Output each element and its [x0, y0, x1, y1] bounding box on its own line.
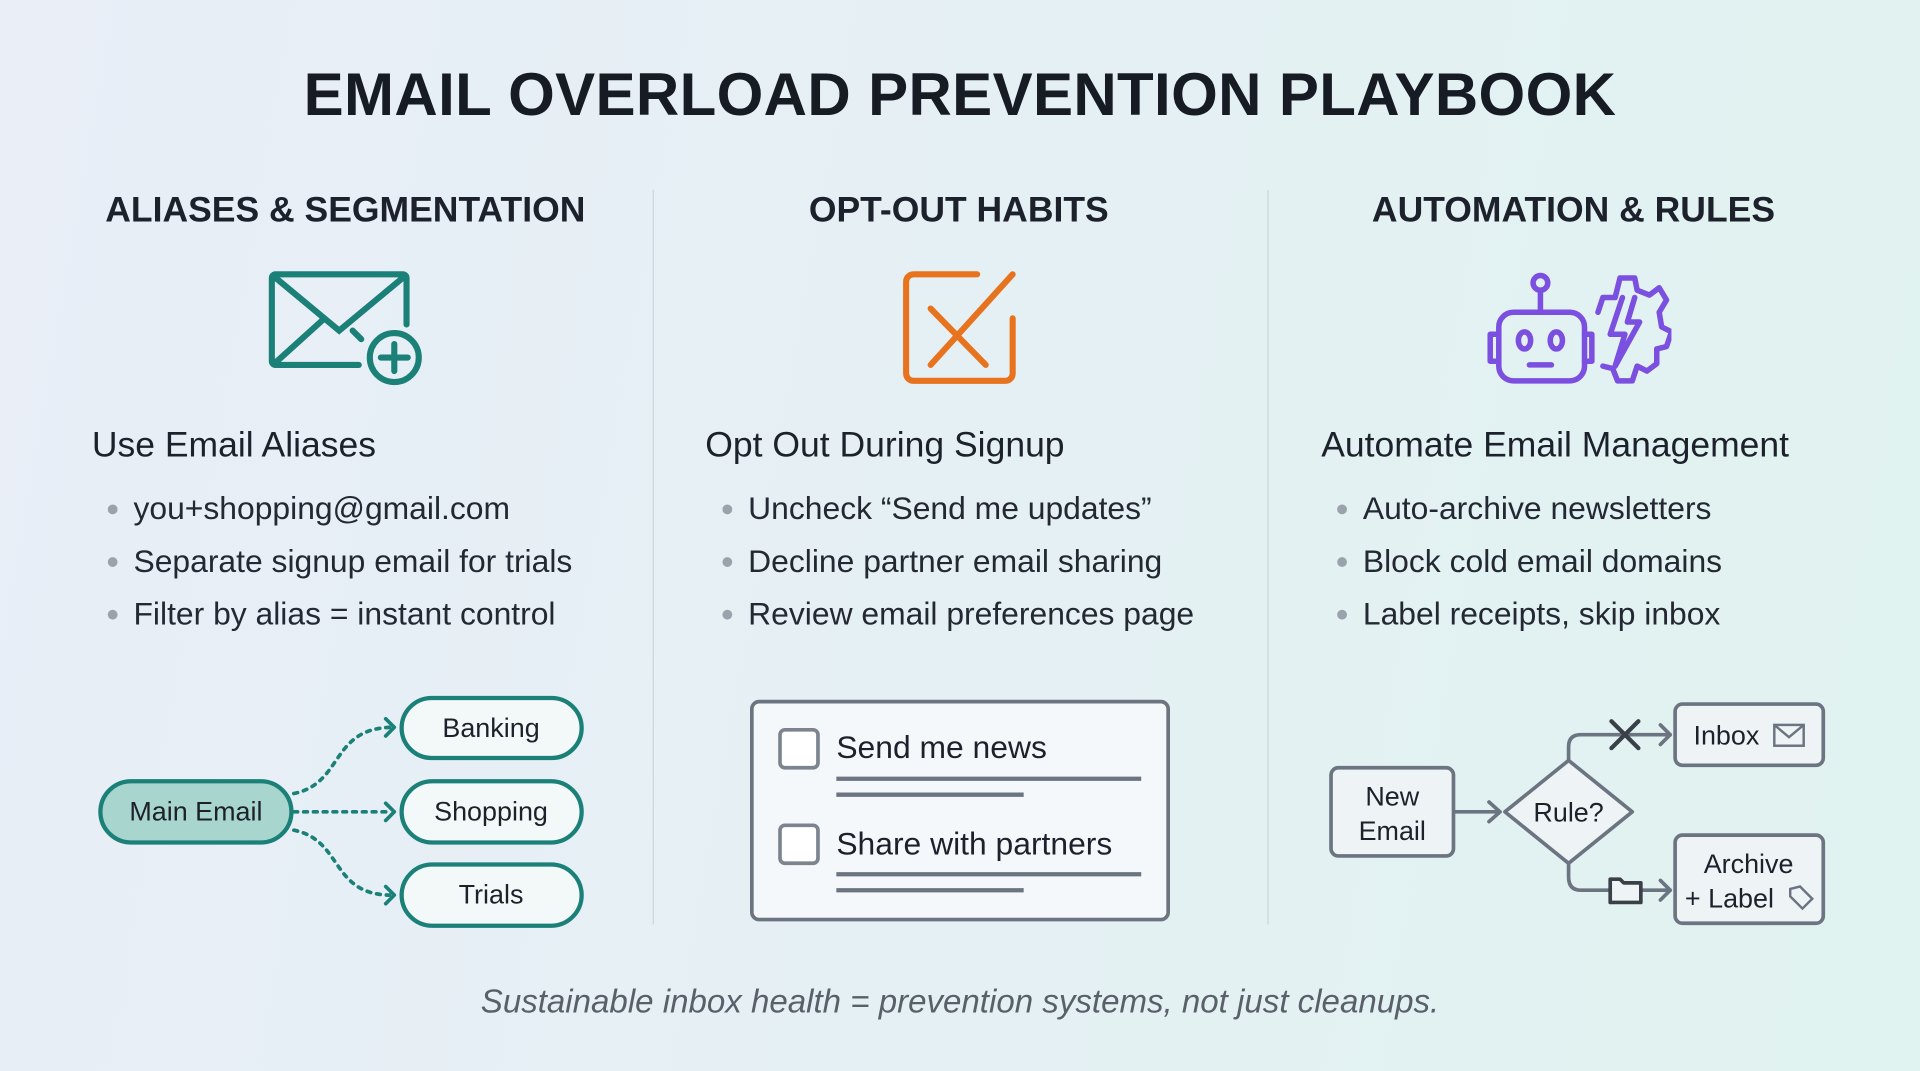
subheading-aliases: Use Email Aliases: [91, 426, 377, 466]
blocked-x-icon: [1609, 719, 1641, 751]
column-heading-opt-out: OPT-OUT HABITS: [808, 191, 1109, 231]
bullet-item: Uncheck “Send me updates”: [710, 490, 1194, 543]
bullet-list-aliases: you+shopping@gmail.com Separate signup e…: [96, 490, 573, 648]
envelope-icon: [1773, 723, 1805, 747]
bullet-item: Decline partner email sharing: [710, 542, 1194, 595]
svg-text:Inbox: Inbox: [1693, 720, 1759, 750]
bullet-item: Block cold email domains: [1325, 542, 1722, 595]
svg-text:New: New: [1365, 782, 1419, 812]
svg-text:Archive: Archive: [1704, 849, 1794, 879]
column-divider: [652, 189, 654, 925]
svg-text:Banking: Banking: [442, 713, 539, 743]
inbox-node: [1673, 702, 1826, 768]
column-heading-automation: AUTOMATION & RULES: [1371, 191, 1776, 231]
svg-text:Trials: Trials: [459, 880, 524, 910]
signup-form-mockup: Send me news Share with partners: [750, 699, 1171, 922]
subheading-opt-out: Opt Out During Signup: [705, 426, 1065, 466]
subheading-automation: Automate Email Management: [1321, 426, 1790, 466]
bullet-list-automation: Auto-archive newsletters Block cold emai…: [1325, 490, 1722, 648]
svg-text:+ Label: + Label: [1685, 883, 1774, 913]
envelope-plus-icon: [268, 271, 422, 386]
tag-icon: [1788, 885, 1814, 911]
checkbox-x-icon: [903, 271, 1016, 384]
archive-label-node: [1673, 833, 1826, 926]
checkbox-share-partners: [778, 823, 820, 866]
svg-text:Email: Email: [1359, 816, 1426, 846]
svg-text:Rule?: Rule?: [1533, 798, 1603, 828]
bullet-list-opt-out: Uncheck “Send me updates” Decline partne…: [710, 490, 1194, 648]
column-heading-aliases: ALIASES & SEGMENTATION: [105, 191, 586, 231]
bullet-item: Filter by alias = instant control: [96, 595, 573, 648]
banking-node: [399, 695, 584, 761]
bullet-item: you+shopping@gmail.com: [96, 490, 573, 543]
svg-text:Send me news: Send me news: [836, 729, 1047, 765]
main-email-node: [98, 779, 294, 845]
footer-tagline: Sustainable inbox health = prevention sy…: [480, 983, 1440, 1021]
checkbox-send-news: [778, 727, 820, 770]
new-email-node: [1329, 765, 1456, 858]
bullet-item: Auto-archive newsletters: [1325, 490, 1722, 543]
main-email-label: Main Email: [129, 796, 262, 826]
automation-flowchart: New Email Rule? Inbox Archive + Label: [1329, 702, 1826, 926]
svg-text:Share with partners: Share with partners: [836, 826, 1112, 862]
folder-icon: [1608, 877, 1643, 905]
shopping-node: [399, 779, 584, 845]
column-divider: [1267, 189, 1269, 925]
page-title: EMAIL OVERLOAD PREVENTION PLAYBOOK: [303, 62, 1617, 129]
trials-node: [399, 862, 584, 928]
bullet-item: Label receipts, skip inbox: [1325, 595, 1722, 648]
route-line-trials: [292, 828, 392, 897]
route-line-banking: [292, 725, 392, 796]
svg-text:Shopping: Shopping: [434, 796, 548, 826]
bullet-item: Separate signup email for trials: [96, 542, 573, 595]
bullet-item: Review email preferences page: [710, 595, 1194, 648]
alias-routing-diagram: Main Email Banking Shopping Trials: [98, 695, 584, 928]
rule-decision-node: [1503, 758, 1635, 866]
robot-gear-icon: [1487, 272, 1672, 384]
